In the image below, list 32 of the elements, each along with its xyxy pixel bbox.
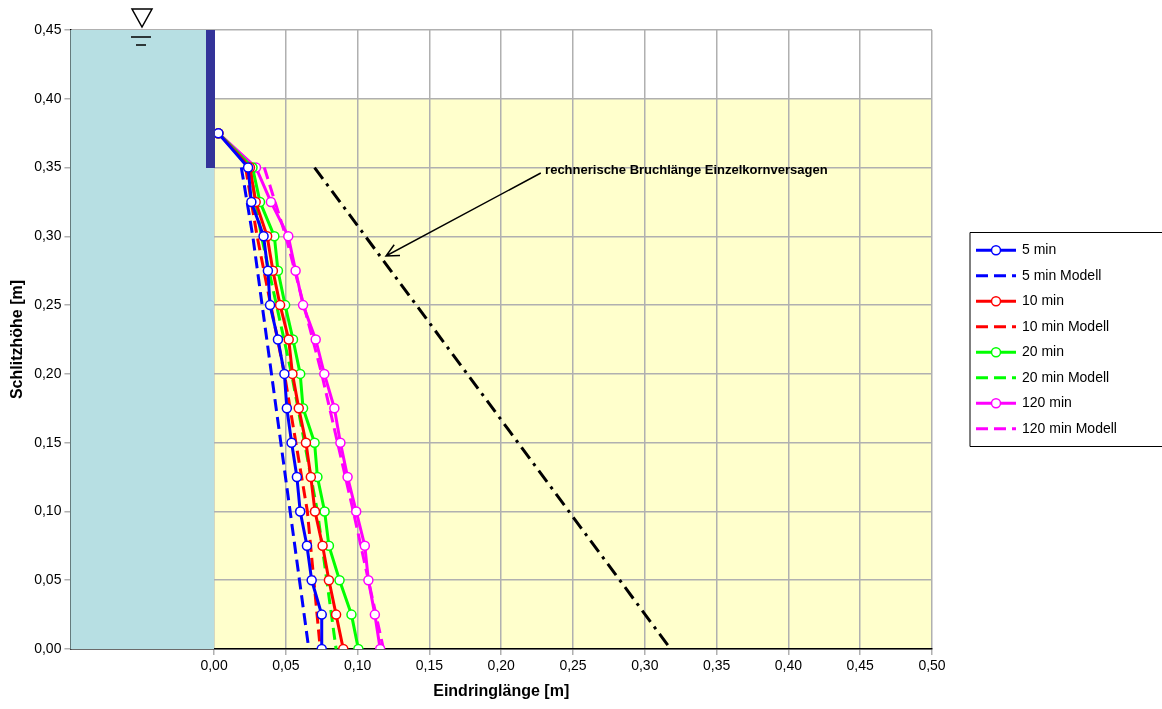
- legend-label: 20 min Modell: [1022, 368, 1110, 385]
- y-tick-label: 0,35: [34, 158, 62, 175]
- y-tick-label: 0,25: [34, 295, 62, 312]
- x-tick-label: 0,40: [774, 657, 803, 674]
- x-tick-label: 0,25: [559, 657, 587, 674]
- y-tick-label: 0,40: [34, 89, 62, 106]
- x-tick-label: 0,00: [200, 657, 228, 674]
- x-axis-title: Eindringlänge [m]: [433, 681, 570, 699]
- y-tick-label: 0,00: [34, 639, 62, 656]
- y-tick-label: 0,45: [34, 20, 62, 37]
- y-tick-label: 0,05: [34, 571, 62, 588]
- y-tick-label: 0,20: [34, 364, 62, 381]
- legend-label: 5 min Modell: [1022, 266, 1102, 283]
- annotation: rechnerische Bruchlänge Einzelkornversagen: [545, 162, 828, 178]
- legend-label: 120 min Modell: [1022, 419, 1117, 436]
- legend-label: 10 min: [1022, 292, 1065, 309]
- x-tick-label: 0,30: [631, 657, 659, 674]
- legend-label: 5 min: [1022, 241, 1057, 258]
- x-tick-label: 0,35: [702, 657, 731, 674]
- y-tick-label: 0,30: [34, 227, 62, 244]
- y-tick-label: 0,10: [34, 502, 62, 519]
- x-tick-label: 0,45: [846, 657, 875, 674]
- y-axis-title: Schlitzhöhe [m]: [8, 279, 26, 400]
- x-tick-label: 0,50: [918, 657, 946, 674]
- legend-label: 120 min: [1022, 394, 1072, 411]
- legend-label: 20 min: [1022, 343, 1065, 360]
- x-tick-label: 0,05: [272, 657, 300, 674]
- x-tick-label: 0,15: [415, 657, 444, 674]
- x-tick-label: 0,10: [344, 657, 372, 674]
- legend-label: 10 min Modell: [1022, 317, 1110, 334]
- y-tick-label: 0,15: [34, 433, 62, 450]
- x-tick-label: 0,20: [487, 657, 516, 674]
